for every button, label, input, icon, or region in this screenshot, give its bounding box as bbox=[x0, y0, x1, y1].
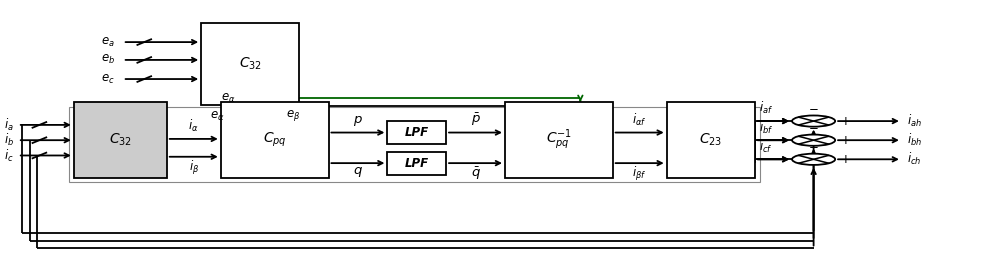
FancyBboxPatch shape bbox=[667, 102, 755, 178]
Text: $i_{\beta f}$: $i_{\beta f}$ bbox=[632, 165, 647, 183]
FancyBboxPatch shape bbox=[387, 152, 446, 175]
Text: $e_b$: $e_b$ bbox=[101, 53, 115, 67]
Text: $e_{\beta}$: $e_{\beta}$ bbox=[286, 108, 300, 122]
Text: $+$: $+$ bbox=[840, 115, 851, 128]
Text: $q$: $q$ bbox=[353, 165, 363, 179]
FancyBboxPatch shape bbox=[201, 23, 299, 105]
Text: $+$: $+$ bbox=[840, 134, 851, 147]
Text: $i_a$: $i_a$ bbox=[4, 117, 14, 133]
Text: $-$: $-$ bbox=[808, 120, 819, 133]
Text: $i_{af}$: $i_{af}$ bbox=[759, 100, 773, 116]
FancyBboxPatch shape bbox=[387, 121, 446, 144]
Text: $p$: $p$ bbox=[353, 114, 363, 128]
Text: $-$: $-$ bbox=[808, 101, 819, 114]
Text: $i_{ah}$: $i_{ah}$ bbox=[907, 113, 922, 129]
Text: $i_{cf}$: $i_{cf}$ bbox=[759, 139, 772, 155]
Text: $i_{bh}$: $i_{bh}$ bbox=[907, 132, 922, 148]
Circle shape bbox=[792, 135, 835, 146]
Text: $e_c$: $e_c$ bbox=[101, 73, 115, 86]
Text: $C_{32}$: $C_{32}$ bbox=[109, 132, 132, 148]
Text: $i_{\alpha f}$: $i_{\alpha f}$ bbox=[632, 112, 647, 128]
Text: $i_{\alpha}$: $i_{\alpha}$ bbox=[188, 118, 199, 134]
Text: $+$: $+$ bbox=[840, 153, 851, 166]
Text: LPF: LPF bbox=[405, 126, 429, 139]
Text: $e_{\alpha}$: $e_{\alpha}$ bbox=[221, 92, 235, 105]
Text: $i_b$: $i_b$ bbox=[4, 132, 14, 148]
FancyBboxPatch shape bbox=[74, 102, 167, 178]
Circle shape bbox=[792, 115, 835, 127]
Text: $i_{bf}$: $i_{bf}$ bbox=[759, 120, 773, 136]
Text: $C_{32}$: $C_{32}$ bbox=[239, 56, 262, 72]
Text: $e_a$: $e_a$ bbox=[101, 36, 115, 49]
Text: $i_{\beta}$: $i_{\beta}$ bbox=[189, 159, 199, 177]
Text: $C_{pq}$: $C_{pq}$ bbox=[263, 131, 286, 149]
Text: $\bar{p}$: $\bar{p}$ bbox=[471, 111, 480, 128]
Text: LPF: LPF bbox=[405, 157, 429, 170]
FancyBboxPatch shape bbox=[221, 102, 328, 178]
Text: $i_c$: $i_c$ bbox=[4, 147, 14, 164]
Text: $i_{ch}$: $i_{ch}$ bbox=[907, 151, 921, 167]
Text: $e_{\alpha}$: $e_{\alpha}$ bbox=[210, 110, 225, 123]
Text: $\bar{q}$: $\bar{q}$ bbox=[471, 165, 480, 182]
Text: $-$: $-$ bbox=[808, 139, 819, 152]
FancyBboxPatch shape bbox=[505, 102, 613, 178]
Text: $C_{pq}^{-1}$: $C_{pq}^{-1}$ bbox=[546, 128, 572, 152]
Text: $C_{23}$: $C_{23}$ bbox=[699, 132, 722, 148]
Circle shape bbox=[792, 154, 835, 165]
